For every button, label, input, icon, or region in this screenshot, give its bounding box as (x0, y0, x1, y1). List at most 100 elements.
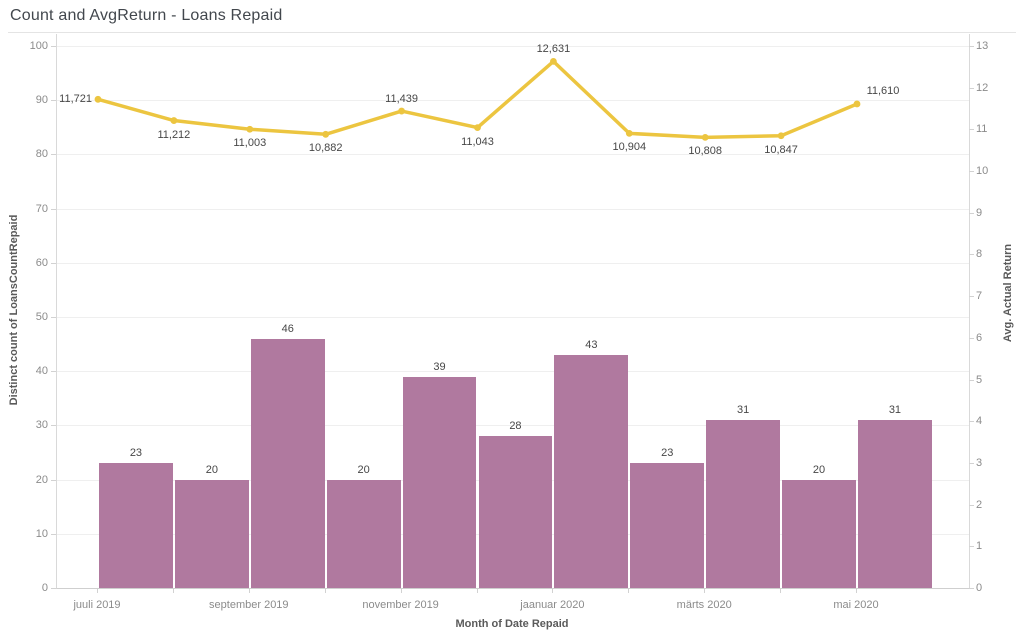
line-value-label: 10,847 (764, 143, 798, 156)
left-axis-tick (51, 371, 56, 373)
right-axis-tick (969, 337, 974, 339)
right-axis-tick-label: 9 (976, 206, 983, 219)
x-axis-tick (552, 589, 554, 593)
line-value-label: 12,631 (536, 43, 571, 56)
right-axis-tick (969, 46, 974, 47)
left-axis-tick-label: 90 (35, 94, 48, 107)
line-point[interactable] (170, 117, 178, 124)
line-point[interactable] (474, 124, 481, 131)
left-axis-tick (51, 425, 56, 427)
line-value-label: 10,904 (612, 141, 647, 154)
bar-value-label: 20 (812, 463, 826, 476)
left-axis-tick (51, 317, 56, 318)
line-value-label: 11,721 (59, 93, 92, 106)
right-axis-tick (969, 379, 974, 381)
x-axis-tick (172, 589, 174, 593)
gridline (57, 317, 969, 318)
line-point[interactable] (94, 95, 102, 103)
left-axis-tick-label: 60 (35, 256, 48, 269)
bar[interactable] (402, 376, 477, 588)
right-axis-tick (969, 212, 974, 214)
x-axis-tick (97, 589, 98, 593)
right-axis-tick (969, 129, 974, 131)
left-axis-tick (51, 479, 56, 481)
left-axis-tick-label: 50 (35, 311, 48, 323)
left-axis-tick (51, 154, 56, 156)
gridline (57, 100, 969, 102)
bar[interactable] (782, 479, 856, 588)
bar[interactable] (630, 463, 705, 588)
right-axis-tick (969, 87, 974, 89)
bar-value-label: 20 (357, 463, 370, 476)
right-axis-tick-label: 10 (976, 165, 989, 178)
right-axis-tick-label: 4 (976, 415, 983, 428)
x-axis-tick (248, 589, 250, 593)
left-axis-tick-label: 30 (35, 419, 48, 432)
bar[interactable] (858, 419, 932, 588)
right-axis-tick-label: 8 (976, 248, 983, 261)
bar-value-label: 20 (205, 463, 218, 476)
page-title: Count and AvgReturn - Loans Repaid (10, 7, 283, 24)
gridline (57, 425, 969, 427)
line-point[interactable] (246, 125, 254, 133)
bar-value-label: 43 (585, 338, 598, 351)
left-axis-tick-label: 40 (35, 365, 48, 378)
bar[interactable] (99, 463, 173, 588)
left-axis-tick-label: 70 (35, 202, 48, 215)
left-axis-tick-label: 80 (35, 148, 48, 161)
bar[interactable] (706, 419, 781, 588)
x-axis-tick-label: mai 2020 (833, 599, 879, 611)
right-axis-title: Avg. Actual Return (1002, 243, 1014, 343)
line-point[interactable] (322, 130, 330, 138)
bar-value-label: 28 (509, 420, 522, 433)
left-axis-tick (51, 533, 56, 535)
gridline (57, 154, 969, 156)
bar-value-label: 46 (281, 322, 294, 335)
x-axis-tick (476, 589, 478, 593)
bar-value-label: 23 (129, 447, 143, 460)
line-point[interactable] (777, 132, 785, 140)
right-axis-tick (969, 504, 974, 506)
bar[interactable] (478, 436, 553, 588)
right-axis-tick-label: 0 (976, 582, 983, 594)
bar-value-label: 31 (737, 403, 750, 416)
line-value-label: 11,439 (385, 93, 418, 106)
bar[interactable] (174, 479, 249, 588)
avg-return-line[interactable] (57, 34, 969, 588)
chart-area[interactable]: 23 20 46 20 39 28 43 23 31 20 31 11,721 11,212 11,003… (56, 34, 970, 589)
line-point[interactable] (550, 57, 557, 65)
left-axis-tick-label: 100 (29, 40, 48, 52)
bar[interactable] (326, 479, 401, 588)
line-point[interactable] (701, 133, 709, 141)
right-axis-tick-label: 5 (976, 373, 983, 386)
line-value-label: 11,212 (157, 128, 191, 141)
line-point[interactable] (625, 129, 633, 137)
gridline (57, 46, 969, 47)
line-point[interactable] (853, 100, 861, 108)
x-axis-tick-label: juuli 2019 (73, 599, 121, 611)
bar-value-label: 31 (888, 403, 902, 416)
left-axis-tick (51, 208, 56, 210)
line-value-label: 10,808 (688, 145, 723, 158)
line-point[interactable] (398, 107, 405, 115)
gridline (57, 371, 969, 373)
right-axis-tick (969, 588, 974, 589)
right-axis-tick-label: 6 (976, 331, 983, 344)
right-axis-tick (969, 254, 974, 256)
gridline (57, 208, 969, 210)
x-axis-tick (628, 589, 630, 593)
x-axis-tick (324, 589, 326, 593)
right-axis-tick (969, 171, 974, 173)
right-axis-tick-label: 7 (976, 290, 983, 303)
line-value-label: 11,003 (233, 137, 267, 150)
x-axis-tick-label: jaanuar 2020 (520, 599, 585, 611)
title-bar: Count and AvgReturn - Loans Repaid (0, 0, 1024, 33)
bar-value-label: 39 (433, 360, 446, 373)
bar[interactable] (554, 354, 629, 588)
x-axis-tick-label: september 2019 (209, 599, 289, 611)
x-axis-tick (704, 589, 706, 593)
right-axis-tick (969, 421, 974, 423)
left-axis-tick (51, 46, 56, 47)
bar[interactable] (250, 338, 325, 588)
x-axis-tick (780, 589, 782, 593)
